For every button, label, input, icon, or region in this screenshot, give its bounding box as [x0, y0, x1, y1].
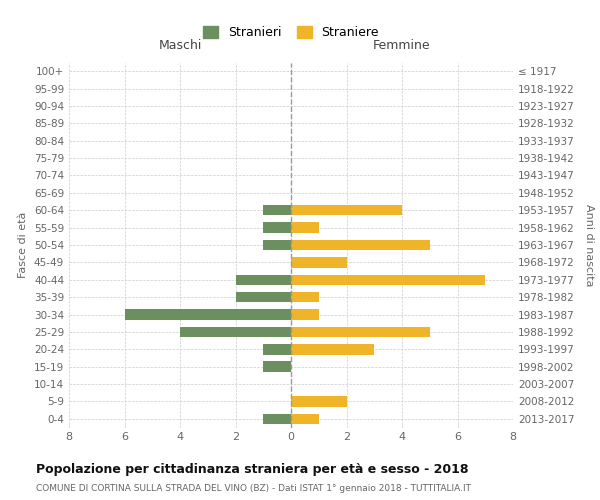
Bar: [263, 205, 291, 216]
Bar: [291, 205, 402, 216]
Bar: [291, 240, 430, 250]
Bar: [235, 274, 291, 285]
Text: Popolazione per cittadinanza straniera per età e sesso - 2018: Popolazione per cittadinanza straniera p…: [36, 462, 469, 475]
Bar: [180, 326, 291, 337]
Bar: [291, 257, 347, 268]
Legend: Stranieri, Straniere: Stranieri, Straniere: [198, 22, 384, 44]
Bar: [291, 396, 347, 406]
Bar: [263, 240, 291, 250]
Bar: [263, 344, 291, 354]
Bar: [291, 310, 319, 320]
Bar: [291, 414, 319, 424]
Bar: [235, 292, 291, 302]
Bar: [263, 414, 291, 424]
Y-axis label: Anni di nascita: Anni di nascita: [584, 204, 594, 286]
Bar: [291, 326, 430, 337]
Bar: [291, 222, 319, 233]
Text: COMUNE DI CORTINA SULLA STRADA DEL VINO (BZ) - Dati ISTAT 1° gennaio 2018 - TUTT: COMUNE DI CORTINA SULLA STRADA DEL VINO …: [36, 484, 471, 493]
Text: Maschi: Maschi: [158, 39, 202, 52]
Bar: [291, 274, 485, 285]
Y-axis label: Fasce di età: Fasce di età: [19, 212, 28, 278]
Bar: [125, 310, 291, 320]
Bar: [291, 344, 374, 354]
Bar: [263, 222, 291, 233]
Bar: [291, 292, 319, 302]
Text: Femmine: Femmine: [373, 39, 431, 52]
Bar: [263, 362, 291, 372]
